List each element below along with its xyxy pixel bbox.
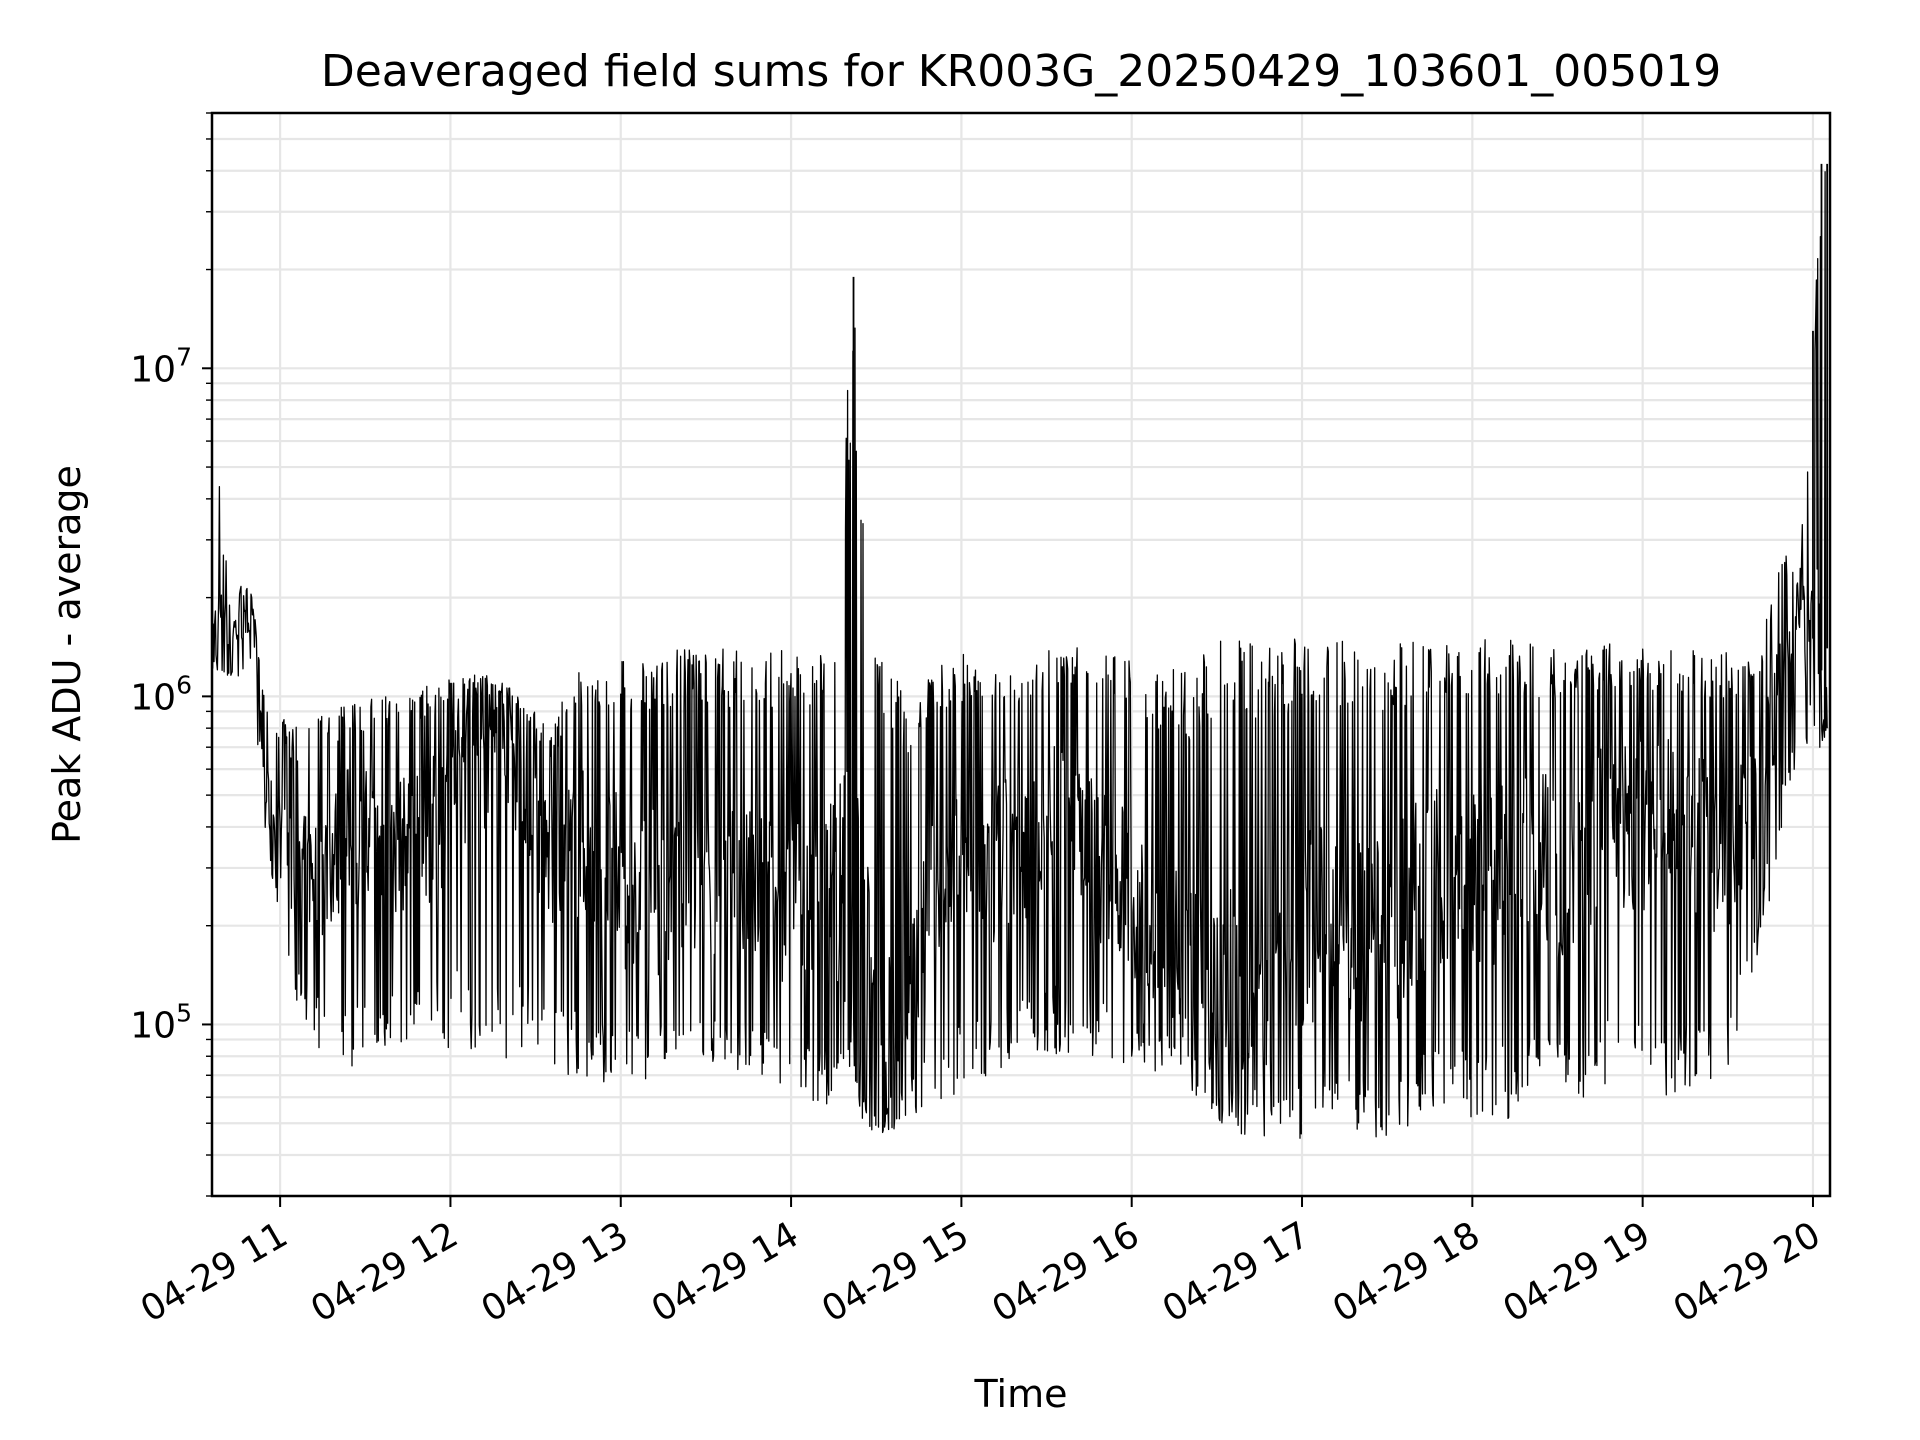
x-tick-label: 04-29 20 bbox=[1667, 1214, 1828, 1330]
x-tick-label: 04-29 18 bbox=[1326, 1214, 1487, 1330]
y-axis: 105 106 107 bbox=[130, 112, 212, 1197]
x-tick-label: 04-29 13 bbox=[475, 1214, 636, 1330]
y-tick-label: 106 bbox=[130, 670, 192, 718]
x-tick-label: 04-29 11 bbox=[134, 1214, 295, 1330]
series-line bbox=[211, 163, 1829, 1139]
chart-title: Deaveraged field sums for KR003G_2025042… bbox=[321, 46, 1721, 97]
x-tick-label: 04-29 16 bbox=[986, 1214, 1147, 1330]
axes-frame bbox=[210, 111, 1832, 1198]
y-tick-label: 105 bbox=[130, 998, 192, 1046]
y-axis-label: Peak ADU - average bbox=[45, 465, 89, 844]
series-path bbox=[211, 171, 1828, 1139]
x-tick-label: 04-29 19 bbox=[1496, 1214, 1657, 1330]
x-tick-label: 04-29 17 bbox=[1156, 1214, 1317, 1330]
y-tick-label: 107 bbox=[130, 342, 192, 390]
x-axis: 04-29 11 04-29 12 04-29 13 04-29 14 04-29 15… bbox=[134, 1196, 1828, 1331]
x-tick-label: 04-29 15 bbox=[815, 1214, 976, 1330]
x-tick-label: 04-29 12 bbox=[304, 1214, 465, 1330]
x-axis-label: Time bbox=[974, 1372, 1068, 1416]
x-tick-label: 04-29 14 bbox=[645, 1214, 806, 1330]
